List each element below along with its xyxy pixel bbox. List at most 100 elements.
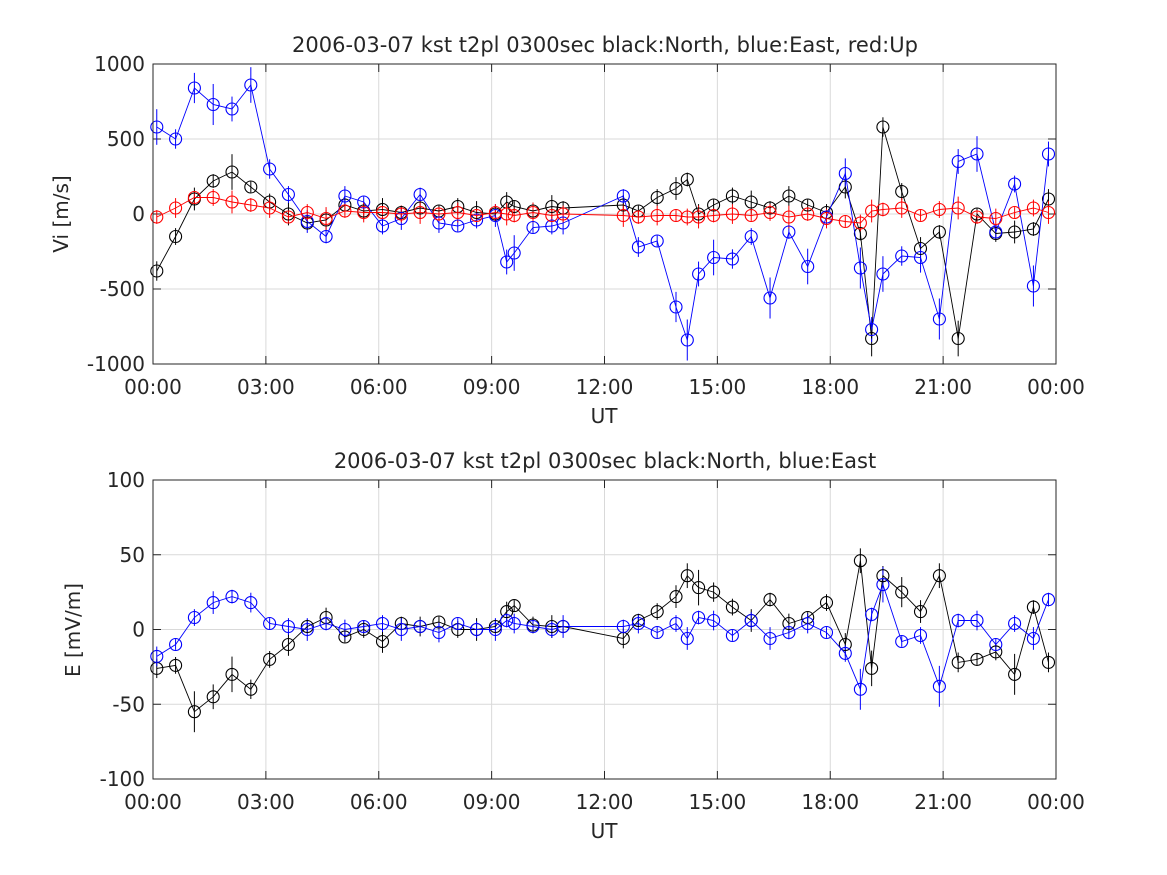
electric-field-series-east-point — [970, 613, 984, 628]
electric-field-series-north-point — [725, 600, 739, 614]
electric-field-series-east-point — [169, 637, 183, 652]
electric-field-y-tick-label: 100 — [107, 468, 145, 492]
electric-field-series-north-point — [300, 619, 314, 634]
velocity-series-north-point — [669, 181, 683, 196]
electric-field-series-north-point — [913, 605, 928, 619]
velocity-series-up-point — [169, 201, 183, 215]
electric-field-panel-title: 2006-03-07 kst t2pl 0300sec black:North,… — [334, 449, 876, 473]
velocity-series-east-point — [782, 225, 796, 239]
velocity-series-north-point — [763, 201, 777, 215]
electric-field-series-east-point — [470, 622, 484, 637]
electric-field-series-north-point — [338, 630, 352, 644]
velocity-series-east-point — [895, 249, 909, 263]
velocity-series-up-point — [951, 201, 965, 215]
velocity-series-east-point — [150, 120, 164, 134]
velocity-series-up-point — [150, 210, 164, 224]
electric-field-series-north-point — [895, 585, 909, 599]
velocity-series-east-point — [801, 259, 815, 274]
electric-field-series-north-point — [488, 619, 502, 634]
electric-field-series-east-point — [763, 631, 777, 646]
velocity-x-tick-label: 06:00 — [350, 375, 408, 399]
electric-field-x-tick-label: 03:00 — [237, 790, 295, 814]
velocity-series-up-point — [707, 208, 721, 223]
electric-field-series-north-point — [375, 634, 390, 649]
velocity-series-east-point — [616, 189, 630, 203]
electric-field-series-east-point — [413, 619, 427, 634]
electric-field-series-east-point — [616, 619, 630, 634]
velocity-series-up-point — [650, 208, 664, 223]
electric-field-series-north-point — [680, 569, 694, 583]
electric-field-series-north-point — [206, 690, 220, 704]
electric-field-series-east-point — [1008, 616, 1022, 631]
velocity-series-north-point — [876, 120, 890, 134]
velocity-series-up-line — [156, 197, 1049, 224]
electric-field-series-north-point — [865, 661, 879, 675]
velocity-series-north-point — [913, 241, 928, 256]
velocity-series-east-point — [631, 240, 645, 254]
velocity-x-tick-label: 03:00 — [237, 375, 295, 399]
velocity-series-east-point — [853, 261, 867, 275]
electric-field-series-east-point — [932, 679, 946, 693]
electric-field-series-east-point — [394, 622, 408, 637]
electric-field-series-north-point — [763, 593, 777, 607]
velocity-series-north-point — [206, 174, 220, 188]
electric-field-series-east-point — [744, 613, 758, 628]
velocity-series-east-point — [650, 234, 664, 248]
velocity-panel-y-tick-labels: -1000 -500 0 500 1000 — [87, 52, 145, 376]
velocity-y-tick-label: 0 — [132, 202, 145, 226]
electric-field-x-tick-label: 12:00 — [576, 790, 634, 814]
velocity-series-east-point — [876, 267, 890, 281]
electric-field-x-tick-label: 00:00 — [1027, 790, 1085, 814]
electric-field-series-north-point — [1026, 600, 1040, 614]
velocity-x-tick-label: 09:00 — [463, 375, 521, 399]
electric-field-series-north-point — [853, 554, 867, 568]
velocity-series-east-point — [244, 78, 258, 92]
electric-field-series-north-point — [507, 599, 521, 613]
electric-field-series-north-point — [1008, 667, 1022, 681]
electric-field-x-tick-label: 15:00 — [689, 790, 747, 814]
velocity-series-east-point — [838, 166, 852, 181]
electric-field-series-east-point — [300, 622, 314, 637]
electric-field-panel-axes-box — [152, 479, 1057, 780]
electric-field-series-east-point — [838, 646, 852, 660]
velocity-x-tick-label: 18:00 — [801, 375, 859, 399]
electric-field-x-tick-label: 21:00 — [914, 790, 972, 814]
velocity-series-up-point — [616, 208, 630, 223]
velocity-series-up-point — [782, 210, 796, 224]
electric-field-series-east-point — [876, 578, 890, 592]
velocity-series-east-point — [669, 300, 683, 314]
velocity-series-north-point — [1008, 225, 1022, 239]
velocity-series-up-point — [319, 211, 333, 226]
velocity-series-up-point — [375, 205, 390, 220]
velocity-x-tick-label: 00:00 — [124, 375, 182, 399]
electric-field-series-east-point — [488, 622, 502, 637]
electric-field-series-east-point — [507, 616, 521, 631]
velocity-series-east-point — [725, 252, 739, 266]
velocity-series-up-point — [357, 205, 371, 220]
velocity-series-up-point — [300, 205, 314, 220]
electric-field-series-north-point — [432, 615, 446, 629]
electric-field-series-east-point — [338, 622, 352, 637]
velocity-panel-x-axis-label: UT — [591, 404, 619, 428]
electric-field-series-east-point — [206, 596, 220, 610]
electric-field-series-east-point — [526, 619, 540, 634]
electric-field-series-east-point — [187, 610, 201, 625]
electric-field-series-north-point — [545, 619, 559, 634]
electric-field-x-tick-label: 00:00 — [124, 790, 182, 814]
velocity-panel: 2006-03-07 kst t2pl 0300sec black:North,… — [49, 33, 1085, 428]
velocity-panel-title: 2006-03-07 kst t2pl 0300sec black:North,… — [292, 33, 918, 57]
electric-field-series-north-point — [838, 637, 852, 652]
velocity-series-up-point — [1026, 201, 1040, 215]
velocity-series-up-point — [801, 207, 815, 221]
velocity-series-east-point — [763, 291, 777, 305]
electric-field-series-east-point — [357, 619, 371, 634]
electric-field-y-tick-label: 0 — [132, 618, 145, 642]
velocity-y-tick-label: -1000 — [87, 352, 145, 376]
velocity-series-up-point — [187, 190, 201, 205]
electric-field-series-east-point — [375, 616, 390, 631]
velocity-series-east-point — [865, 322, 879, 337]
electric-field-series-east-line — [156, 583, 1049, 691]
electric-field-panel-y-axis-label: E [mV/m] — [61, 583, 85, 677]
